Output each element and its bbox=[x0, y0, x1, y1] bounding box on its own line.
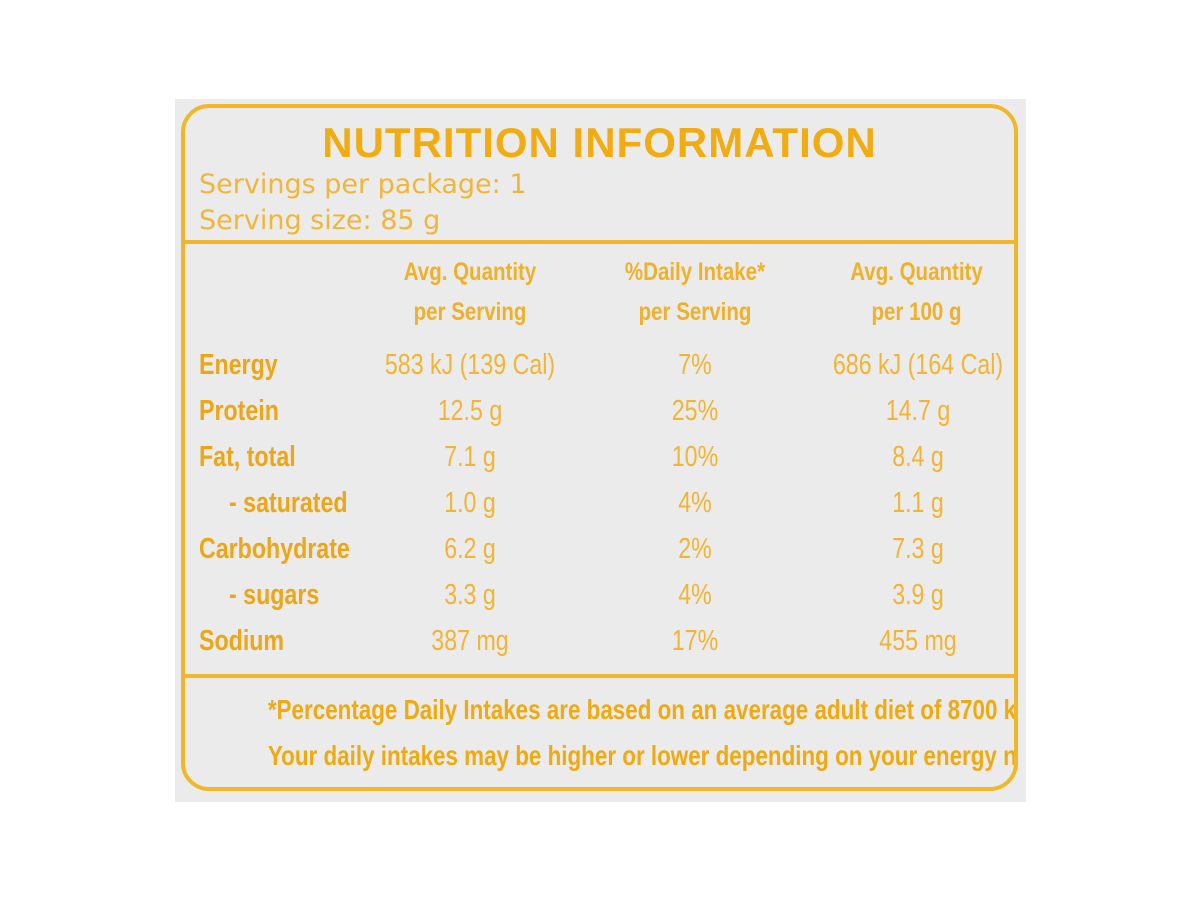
value-daily-intake: 7% bbox=[678, 349, 712, 381]
column-header-daily-intake: %Daily Intake* per Serving bbox=[601, 252, 790, 332]
value-per-100g: 455 mg bbox=[879, 625, 957, 657]
value-per-serving: 1.0 g bbox=[444, 487, 496, 519]
value-per-serving: 12.5 g bbox=[437, 395, 503, 427]
nutrition-panel: NUTRITION INFORMATION Servings per packa… bbox=[181, 104, 1018, 791]
nutrient-name: - sugars bbox=[229, 579, 320, 611]
value-per-100g: 8.4 g bbox=[892, 441, 944, 473]
value-per-serving: 3.3 g bbox=[444, 579, 496, 611]
nutrient-name: - saturated bbox=[229, 487, 348, 519]
nutrient-row-carbohydrate: Carbohydrate 6.2 g 2% 7.3 g bbox=[185, 526, 1014, 572]
label-photo-background bbox=[175, 99, 1026, 802]
value-per-serving: 7.1 g bbox=[444, 441, 496, 473]
nutrient-row-saturated: - saturated 1.0 g 4% 1.1 g bbox=[185, 480, 1014, 526]
column-header-per-serving: Avg. Quantity per Serving bbox=[376, 252, 565, 332]
column-header-line: per Serving bbox=[638, 298, 752, 326]
footer-divider bbox=[185, 674, 1014, 678]
nutrient-name: Carbohydrate bbox=[199, 533, 350, 565]
servings-per-package: Servings per package: 1 bbox=[199, 169, 527, 200]
column-header-line: Avg. Quantity bbox=[403, 258, 537, 286]
value-daily-intake: 4% bbox=[678, 579, 712, 611]
value-daily-intake: 10% bbox=[671, 441, 719, 473]
footnote-line-1: *Percentage Daily Intakes are based on a… bbox=[267, 694, 1018, 725]
nutrient-name: Protein bbox=[199, 395, 279, 427]
value-per-100g: 3.9 g bbox=[892, 579, 944, 611]
header-divider bbox=[185, 240, 1014, 244]
nutrient-name: Sodium bbox=[199, 625, 285, 657]
column-header-line: per 100 g bbox=[871, 298, 962, 326]
panel-title: NUTRITION INFORMATION bbox=[322, 119, 877, 166]
footnote-line-2: Your daily intakes may be higher or lowe… bbox=[267, 740, 1018, 771]
column-header-line: %Daily Intake* bbox=[624, 258, 766, 286]
value-daily-intake: 4% bbox=[678, 487, 712, 519]
nutrient-row-sugars: - sugars 3.3 g 4% 3.9 g bbox=[185, 572, 1014, 618]
value-per-serving: 6.2 g bbox=[444, 533, 496, 565]
column-header-per-100g: Avg. Quantity per 100 g bbox=[828, 252, 1004, 332]
nutrient-name: Energy bbox=[199, 349, 278, 381]
value-daily-intake: 17% bbox=[671, 625, 719, 657]
value-per-serving: 583 kJ (139 Cal) bbox=[384, 349, 556, 381]
nutrient-row-energy: Energy 583 kJ (139 Cal) 7% 686 kJ (164 C… bbox=[185, 342, 1014, 388]
value-per-100g: 14.7 g bbox=[885, 395, 951, 427]
value-daily-intake: 2% bbox=[678, 533, 712, 565]
nutrient-row-fat-total: Fat, total 7.1 g 10% 8.4 g bbox=[185, 434, 1014, 480]
column-header-line: Avg. Quantity bbox=[850, 258, 983, 286]
column-header-line: per Serving bbox=[413, 298, 527, 326]
nutrient-name: Fat, total bbox=[199, 441, 296, 473]
nutrient-row-sodium: Sodium 387 mg 17% 455 mg bbox=[185, 618, 1014, 664]
serving-size: Serving size: 85 g bbox=[199, 205, 441, 236]
value-per-100g: 686 kJ (164 Cal) bbox=[832, 349, 1004, 381]
value-per-serving: 387 mg bbox=[431, 625, 509, 657]
value-daily-intake: 25% bbox=[671, 395, 719, 427]
value-per-100g: 7.3 g bbox=[892, 533, 944, 565]
nutrient-row-protein: Protein 12.5 g 25% 14.7 g bbox=[185, 388, 1014, 434]
value-per-100g: 1.1 g bbox=[892, 487, 944, 519]
